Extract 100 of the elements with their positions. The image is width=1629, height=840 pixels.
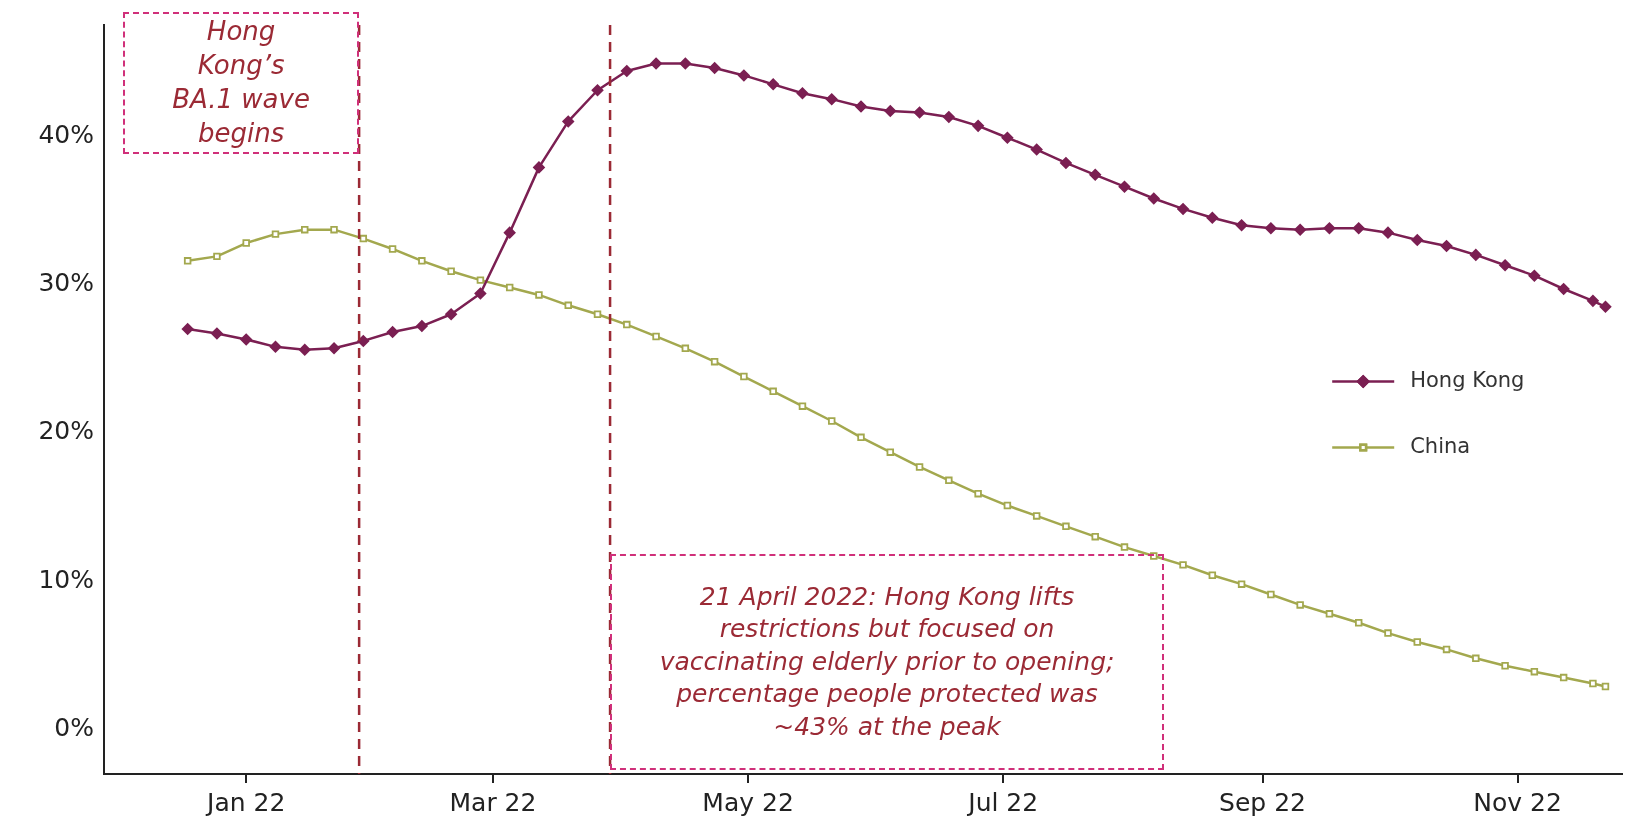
point — [915, 463, 924, 471]
point — [884, 105, 897, 117]
point — [445, 308, 458, 321]
point — [1499, 259, 1511, 272]
point — [1413, 638, 1421, 646]
x-tick-label: Mar 22 — [449, 787, 537, 817]
point — [1089, 168, 1102, 181]
point — [1294, 223, 1307, 236]
point — [942, 111, 955, 123]
point — [562, 115, 575, 128]
point — [1589, 679, 1597, 688]
point — [1264, 222, 1277, 235]
y-tick-label: 20% — [38, 416, 94, 446]
point — [1296, 601, 1304, 609]
point — [620, 65, 633, 77]
point — [1120, 543, 1129, 551]
point — [886, 448, 895, 456]
point — [681, 344, 690, 353]
point — [767, 78, 780, 91]
point — [972, 119, 985, 132]
x-tick-label: May 22 — [702, 787, 794, 817]
point — [1599, 300, 1612, 313]
point — [298, 343, 311, 356]
point — [1557, 283, 1570, 295]
point — [388, 245, 397, 253]
legend-label: China — [1410, 433, 1471, 458]
point — [857, 433, 865, 442]
point — [533, 161, 545, 174]
y-tick-label: 0% — [54, 713, 94, 742]
point — [1179, 561, 1187, 569]
point — [710, 357, 719, 366]
point — [796, 87, 809, 100]
point — [1091, 532, 1099, 541]
point — [740, 372, 748, 381]
legend-label: Hong Kong — [1410, 367, 1525, 392]
point — [476, 276, 485, 284]
point — [564, 301, 572, 310]
y-tick-label: 10% — [38, 564, 94, 594]
x-tick-label: Nov 22 — [1473, 787, 1562, 817]
point — [1501, 662, 1509, 670]
point — [828, 417, 836, 425]
point — [1587, 294, 1599, 307]
x-tick-label: Jul 22 — [966, 787, 1039, 817]
point — [271, 230, 280, 238]
point — [447, 267, 455, 275]
point — [1177, 203, 1189, 215]
point — [1384, 629, 1392, 637]
point — [505, 283, 514, 292]
point — [1601, 682, 1610, 691]
point — [825, 93, 838, 106]
point — [242, 239, 250, 247]
point — [386, 326, 399, 338]
point — [945, 476, 953, 485]
point — [357, 335, 370, 347]
point — [183, 257, 192, 265]
y-tick-label: 30% — [38, 268, 94, 298]
point — [301, 225, 309, 234]
point — [679, 57, 692, 70]
point — [650, 57, 662, 70]
point — [269, 340, 282, 353]
point — [1032, 512, 1041, 520]
point — [1235, 219, 1248, 232]
point — [1267, 590, 1275, 599]
point — [211, 327, 223, 340]
point — [593, 310, 602, 318]
point — [1411, 234, 1424, 246]
point — [181, 323, 194, 335]
x-tick-label: Sep 22 — [1219, 787, 1306, 817]
point — [591, 84, 604, 97]
point — [415, 320, 428, 332]
point — [798, 402, 807, 410]
point — [474, 287, 487, 300]
point — [855, 100, 867, 113]
point — [359, 234, 368, 243]
point — [1559, 673, 1568, 682]
point — [418, 257, 426, 265]
point — [1147, 192, 1160, 205]
point — [1325, 610, 1334, 618]
point — [1323, 222, 1336, 235]
point — [328, 342, 340, 355]
annotation: Hong Kong’s BA.1 wave begins — [123, 12, 360, 154]
point — [1354, 618, 1363, 627]
point — [1382, 226, 1394, 239]
point — [1442, 645, 1451, 654]
point — [738, 69, 750, 82]
point — [240, 333, 253, 346]
point — [1440, 240, 1453, 252]
point — [1530, 667, 1539, 676]
point — [1001, 131, 1014, 144]
y-tick-label: 40% — [38, 119, 94, 149]
point — [769, 387, 777, 396]
point — [1237, 580, 1246, 588]
point — [652, 332, 660, 341]
point — [1206, 211, 1219, 224]
point — [708, 62, 721, 74]
point — [1030, 143, 1043, 156]
point — [213, 252, 221, 261]
point — [623, 320, 631, 329]
point — [535, 291, 543, 299]
point — [330, 225, 338, 234]
